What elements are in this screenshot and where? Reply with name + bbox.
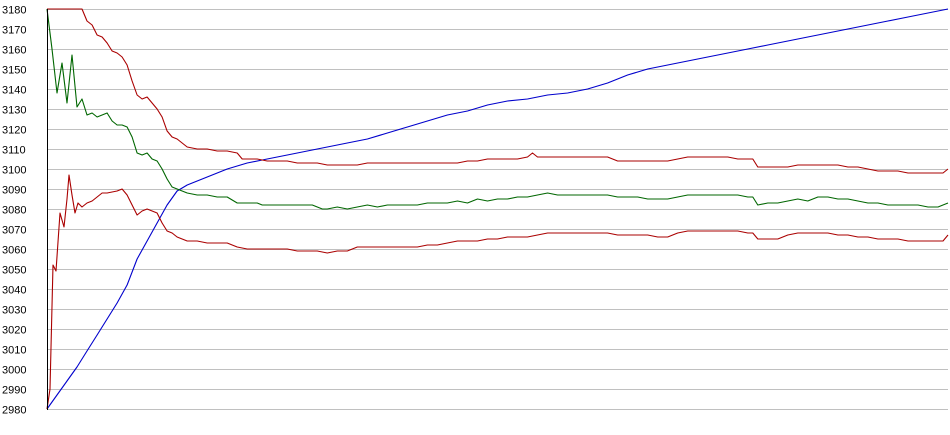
y-tick-label: 3010 (2, 345, 26, 357)
y-tick-label: 2980 (2, 405, 26, 417)
y-tick-label: 3090 (2, 185, 26, 197)
y-tick-label: 3020 (2, 325, 26, 337)
series-line-3 (47, 8, 949, 174)
series-line-1 (46, 8, 949, 410)
y-tick-label: 3120 (2, 125, 26, 137)
y-tick-label: 3070 (2, 225, 26, 237)
grid-layer (47, 9, 948, 410)
y-axis-tick-labels: 2980 2990 3000 3010 3020 3030 3040 3050 3060 3070… (2, 5, 26, 417)
series-line-4 (46, 174, 949, 410)
y-tick-label: 3050 (2, 265, 26, 277)
y-tick-label: 3150 (2, 65, 26, 77)
y-tick-label: 3170 (2, 25, 26, 37)
y-tick-label: 3160 (2, 45, 26, 57)
series-line-2 (46, 8, 949, 210)
y-tick-label: 3000 (2, 365, 26, 377)
y-tick-label: 3180 (2, 5, 26, 17)
y-tick-label: 3030 (2, 305, 26, 317)
y-tick-label: 3060 (2, 245, 26, 257)
y-tick-label: 3140 (2, 85, 26, 97)
y-tick-label: 3130 (2, 105, 26, 117)
y-tick-label: 3110 (2, 145, 26, 157)
y-tick-label: 3040 (2, 285, 26, 297)
y-tick-label: 3080 (2, 205, 26, 217)
y-tick-label: 3100 (2, 165, 26, 177)
y-tick-label: 2990 (2, 385, 26, 397)
series-layer (46, 8, 949, 410)
